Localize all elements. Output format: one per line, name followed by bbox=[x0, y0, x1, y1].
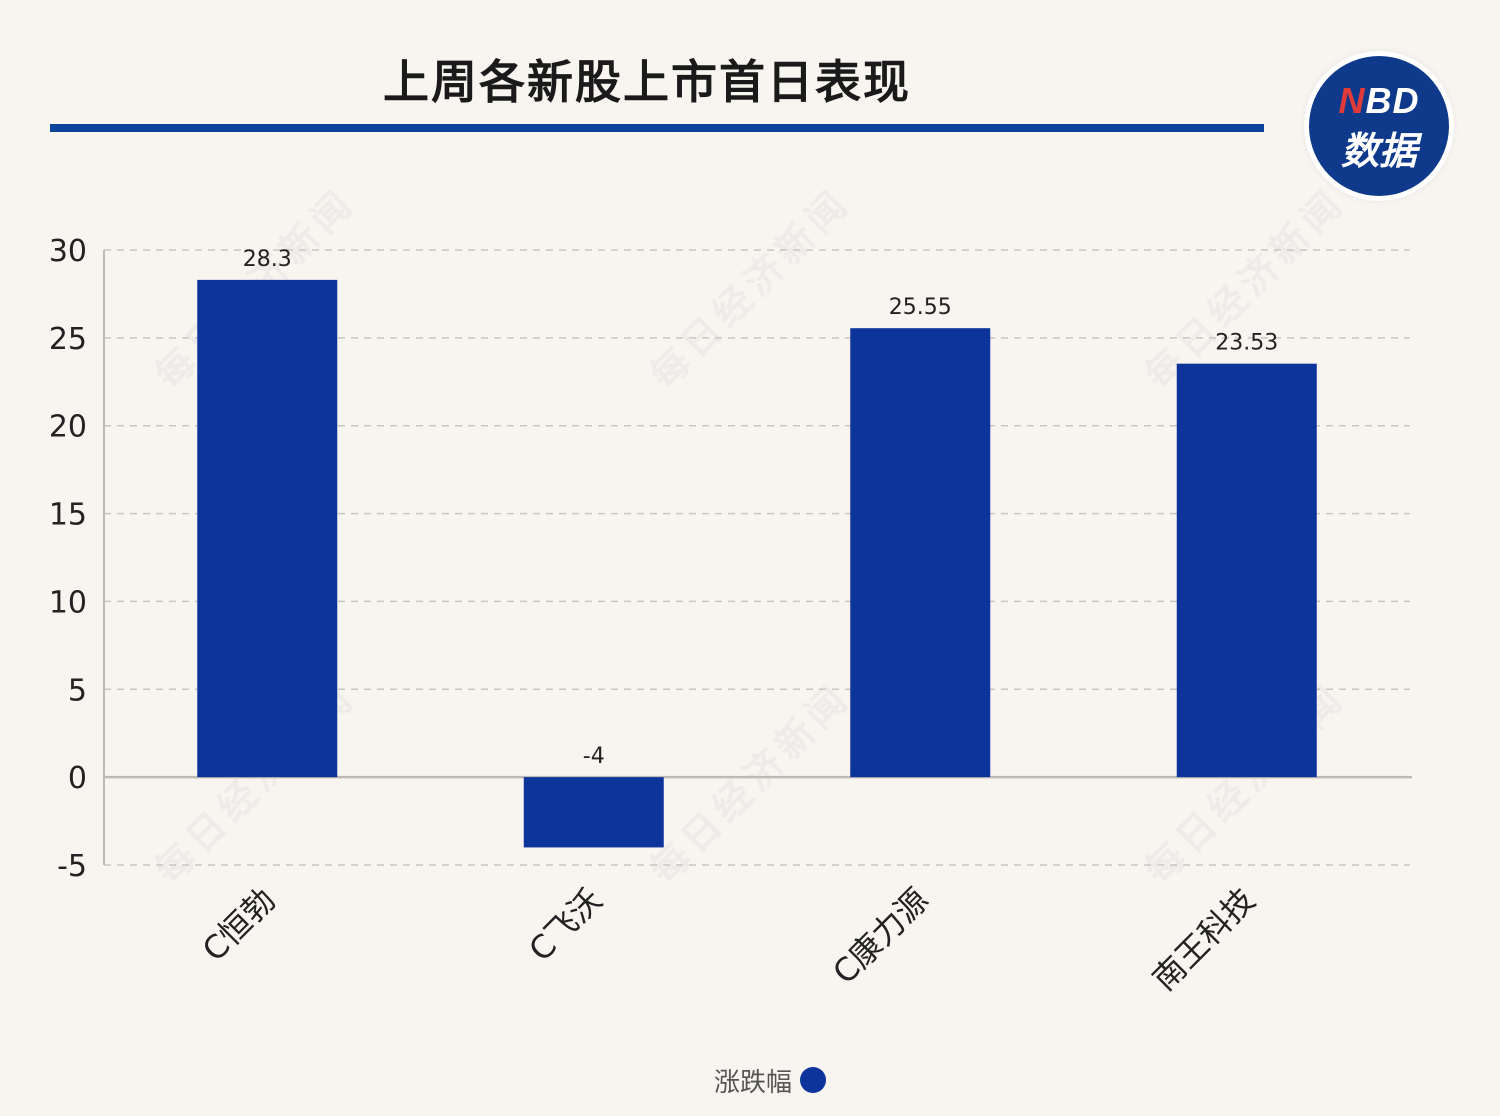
y-tick-label: 25 bbox=[49, 322, 87, 357]
data-label: 28.3 bbox=[243, 247, 292, 272]
x-tick-label: C恒勃 bbox=[195, 881, 283, 969]
y-axis: -5 0 5 10 15 20 25 30 bbox=[49, 234, 105, 884]
legend-label: 涨跌幅 bbox=[714, 1067, 793, 1098]
y-tick-label: 5 bbox=[68, 673, 87, 708]
logo-nbd-text: NBD bbox=[1338, 80, 1420, 121]
x-tick-label: C康力源 bbox=[825, 881, 936, 992]
y-tick-label: 20 bbox=[49, 410, 87, 445]
bar bbox=[523, 777, 664, 848]
data-label: 25.55 bbox=[889, 295, 952, 320]
y-tick-label: 15 bbox=[49, 498, 87, 533]
title-underline bbox=[50, 124, 1264, 132]
bar bbox=[1176, 363, 1317, 778]
legend: 涨跌幅 bbox=[714, 1062, 827, 1098]
logo-data-text: 数据 bbox=[1340, 129, 1417, 173]
gridlines bbox=[104, 249, 1412, 866]
data-labels: 28.3 -4 25.55 23.53 bbox=[243, 247, 1278, 769]
y-tick-label: 10 bbox=[49, 585, 87, 620]
bars bbox=[197, 279, 1317, 848]
y-tick-label: -5 bbox=[57, 849, 87, 884]
y-tick-label: 30 bbox=[49, 234, 87, 269]
data-label: 23.53 bbox=[1215, 331, 1278, 356]
bar bbox=[850, 328, 991, 778]
nbd-logo: NBD 数据 bbox=[1309, 56, 1449, 196]
legend-swatch bbox=[800, 1067, 827, 1093]
y-tick-label: 0 bbox=[68, 761, 87, 796]
x-axis: C恒勃 C飞沃 C康力源 南王科技 bbox=[195, 881, 1262, 998]
bar bbox=[197, 279, 338, 778]
data-label: -4 bbox=[583, 744, 605, 769]
chart-title: 上周各新股上市首日表现 bbox=[383, 55, 911, 109]
x-tick-label: C飞沃 bbox=[521, 881, 609, 969]
x-tick-label: 南王科技 bbox=[1145, 881, 1262, 998]
